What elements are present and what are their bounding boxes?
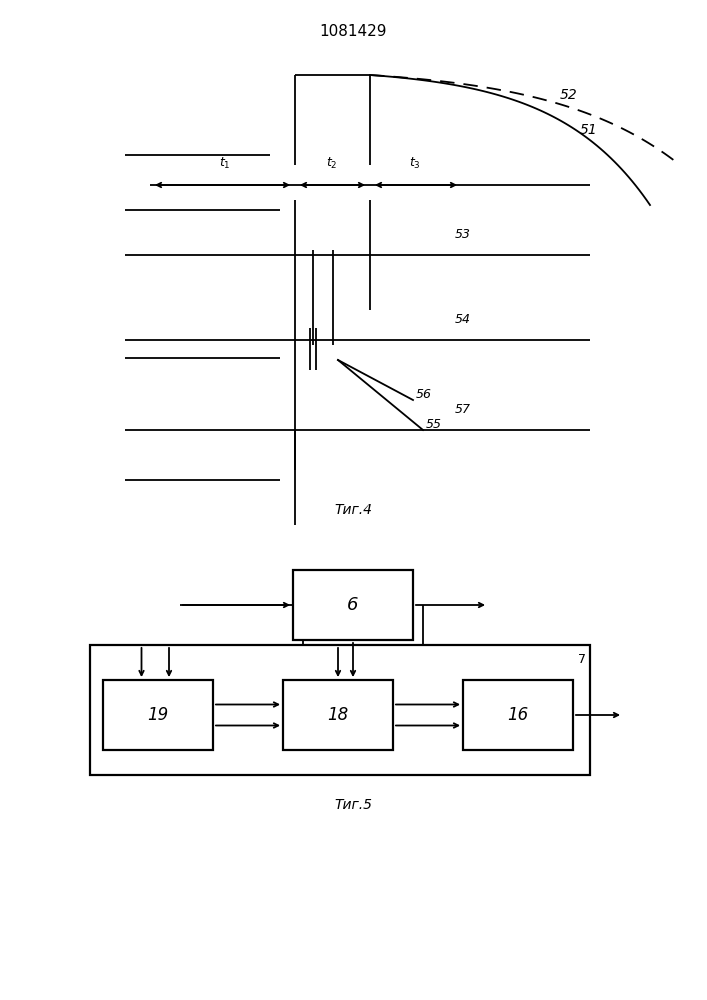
Bar <box>463 680 573 750</box>
Bar <box>283 680 393 750</box>
Text: 16: 16 <box>508 706 529 724</box>
Bar <box>103 680 213 750</box>
Text: 56: 56 <box>416 388 432 401</box>
Text: 55: 55 <box>426 418 442 432</box>
Text: $t_2$: $t_2$ <box>326 156 338 171</box>
Text: 53: 53 <box>455 228 471 241</box>
Bar <box>293 570 413 640</box>
Text: 54: 54 <box>455 313 471 326</box>
Text: 6: 6 <box>347 596 358 614</box>
Text: 18: 18 <box>327 706 349 724</box>
Bar <box>90 645 590 775</box>
Text: 1081429: 1081429 <box>320 24 387 39</box>
Text: $t_1$: $t_1$ <box>219 156 230 171</box>
Text: 57: 57 <box>455 403 471 416</box>
Text: 7: 7 <box>578 653 586 666</box>
Text: Τиг.5: Τиг.5 <box>334 798 372 812</box>
Text: $t_3$: $t_3$ <box>409 156 421 171</box>
Text: Τиг.4: Τиг.4 <box>334 503 372 517</box>
Text: 52: 52 <box>560 88 578 102</box>
Text: 51: 51 <box>580 123 597 137</box>
Text: 19: 19 <box>147 706 169 724</box>
